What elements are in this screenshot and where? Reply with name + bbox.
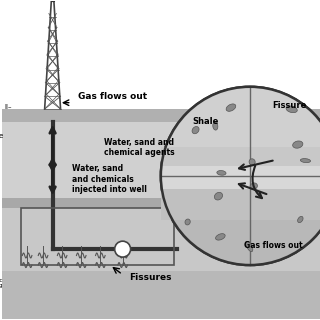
Text: ic
g: ic g <box>0 277 3 288</box>
Ellipse shape <box>300 159 310 163</box>
Ellipse shape <box>214 192 222 200</box>
Ellipse shape <box>293 141 303 148</box>
FancyBboxPatch shape <box>2 198 320 208</box>
Circle shape <box>161 87 320 265</box>
FancyBboxPatch shape <box>2 109 320 122</box>
FancyBboxPatch shape <box>161 166 320 189</box>
Wedge shape <box>161 87 320 176</box>
Ellipse shape <box>213 122 218 130</box>
FancyBboxPatch shape <box>161 189 320 220</box>
Text: Shale: Shale <box>193 117 219 126</box>
Ellipse shape <box>217 171 226 175</box>
Ellipse shape <box>185 219 190 225</box>
Ellipse shape <box>298 216 303 223</box>
Ellipse shape <box>249 159 255 165</box>
Text: e: e <box>0 133 3 139</box>
Text: Gas flows out: Gas flows out <box>78 92 147 101</box>
Circle shape <box>115 241 131 257</box>
Ellipse shape <box>192 126 199 134</box>
Ellipse shape <box>286 106 297 113</box>
Text: Gas flows out: Gas flows out <box>244 242 302 251</box>
Text: Water, sand and
chemical agents: Water, sand and chemical agents <box>104 138 174 157</box>
Text: Fissure: Fissure <box>272 101 307 110</box>
Ellipse shape <box>226 104 236 111</box>
FancyBboxPatch shape <box>161 147 320 166</box>
Ellipse shape <box>246 241 253 252</box>
Ellipse shape <box>216 234 225 240</box>
FancyBboxPatch shape <box>2 208 320 271</box>
Ellipse shape <box>250 183 257 189</box>
Wedge shape <box>161 168 320 265</box>
FancyBboxPatch shape <box>2 271 320 319</box>
FancyBboxPatch shape <box>2 122 320 198</box>
Text: II–: II– <box>5 104 12 110</box>
Text: Water, sand
and chemicals
injected into well: Water, sand and chemicals injected into … <box>72 164 147 194</box>
Text: Fissures: Fissures <box>129 273 172 282</box>
